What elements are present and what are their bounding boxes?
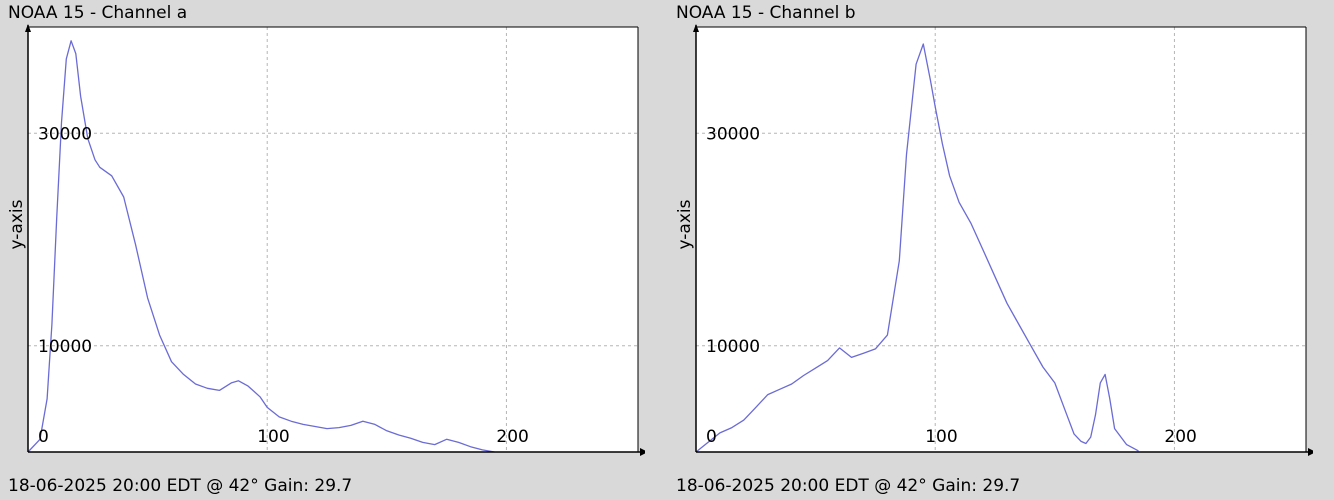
x-tick-label: 100 [257,427,289,447]
chart-panel-channel-a: NOAA 15 - Channel a 0 100 200 10000 30000 y-a… [0,0,645,500]
x-tick-label: 200 [496,427,528,447]
y-tick-label: 10000 [38,337,92,357]
x-axis-arrow [1308,448,1313,456]
chart-title: NOAA 15 - Channel b [676,3,856,23]
x-tick-label: 100 [925,427,957,447]
y-tick-label: 30000 [38,124,92,144]
line-chart-channel-b: 0 100 200 10000 30000 y-axis [675,24,1313,456]
line-chart-channel-a: 0 100 200 10000 30000 y-axis [7,24,645,456]
x-tick-label: 200 [1164,427,1196,447]
x-tick-label: 0 [38,427,49,447]
y-axis-arrow [693,24,699,32]
y-tick-label: 10000 [706,337,760,357]
plot-area [28,27,638,452]
plot-area [696,27,1306,452]
y-axis-label: y-axis [675,199,695,249]
chart-title: NOAA 15 - Channel a [8,3,188,23]
y-axis-arrow [25,24,31,32]
y-axis-label: y-axis [7,199,27,249]
chart-panel-channel-b: NOAA 15 - Channel b 0 100 200 10000 30000 y-a… [668,0,1313,500]
x-tick-label: 0 [706,427,717,447]
series-line [695,43,1139,453]
series-line [27,40,495,453]
x-axis-arrow [640,448,645,456]
y-tick-label: 30000 [706,124,760,144]
chart-footer-status: 18-06-2025 20:00 EDT @ 42° Gain: 29.7 [8,476,353,496]
chart-footer-status: 18-06-2025 20:00 EDT @ 42° Gain: 29.7 [676,476,1021,496]
